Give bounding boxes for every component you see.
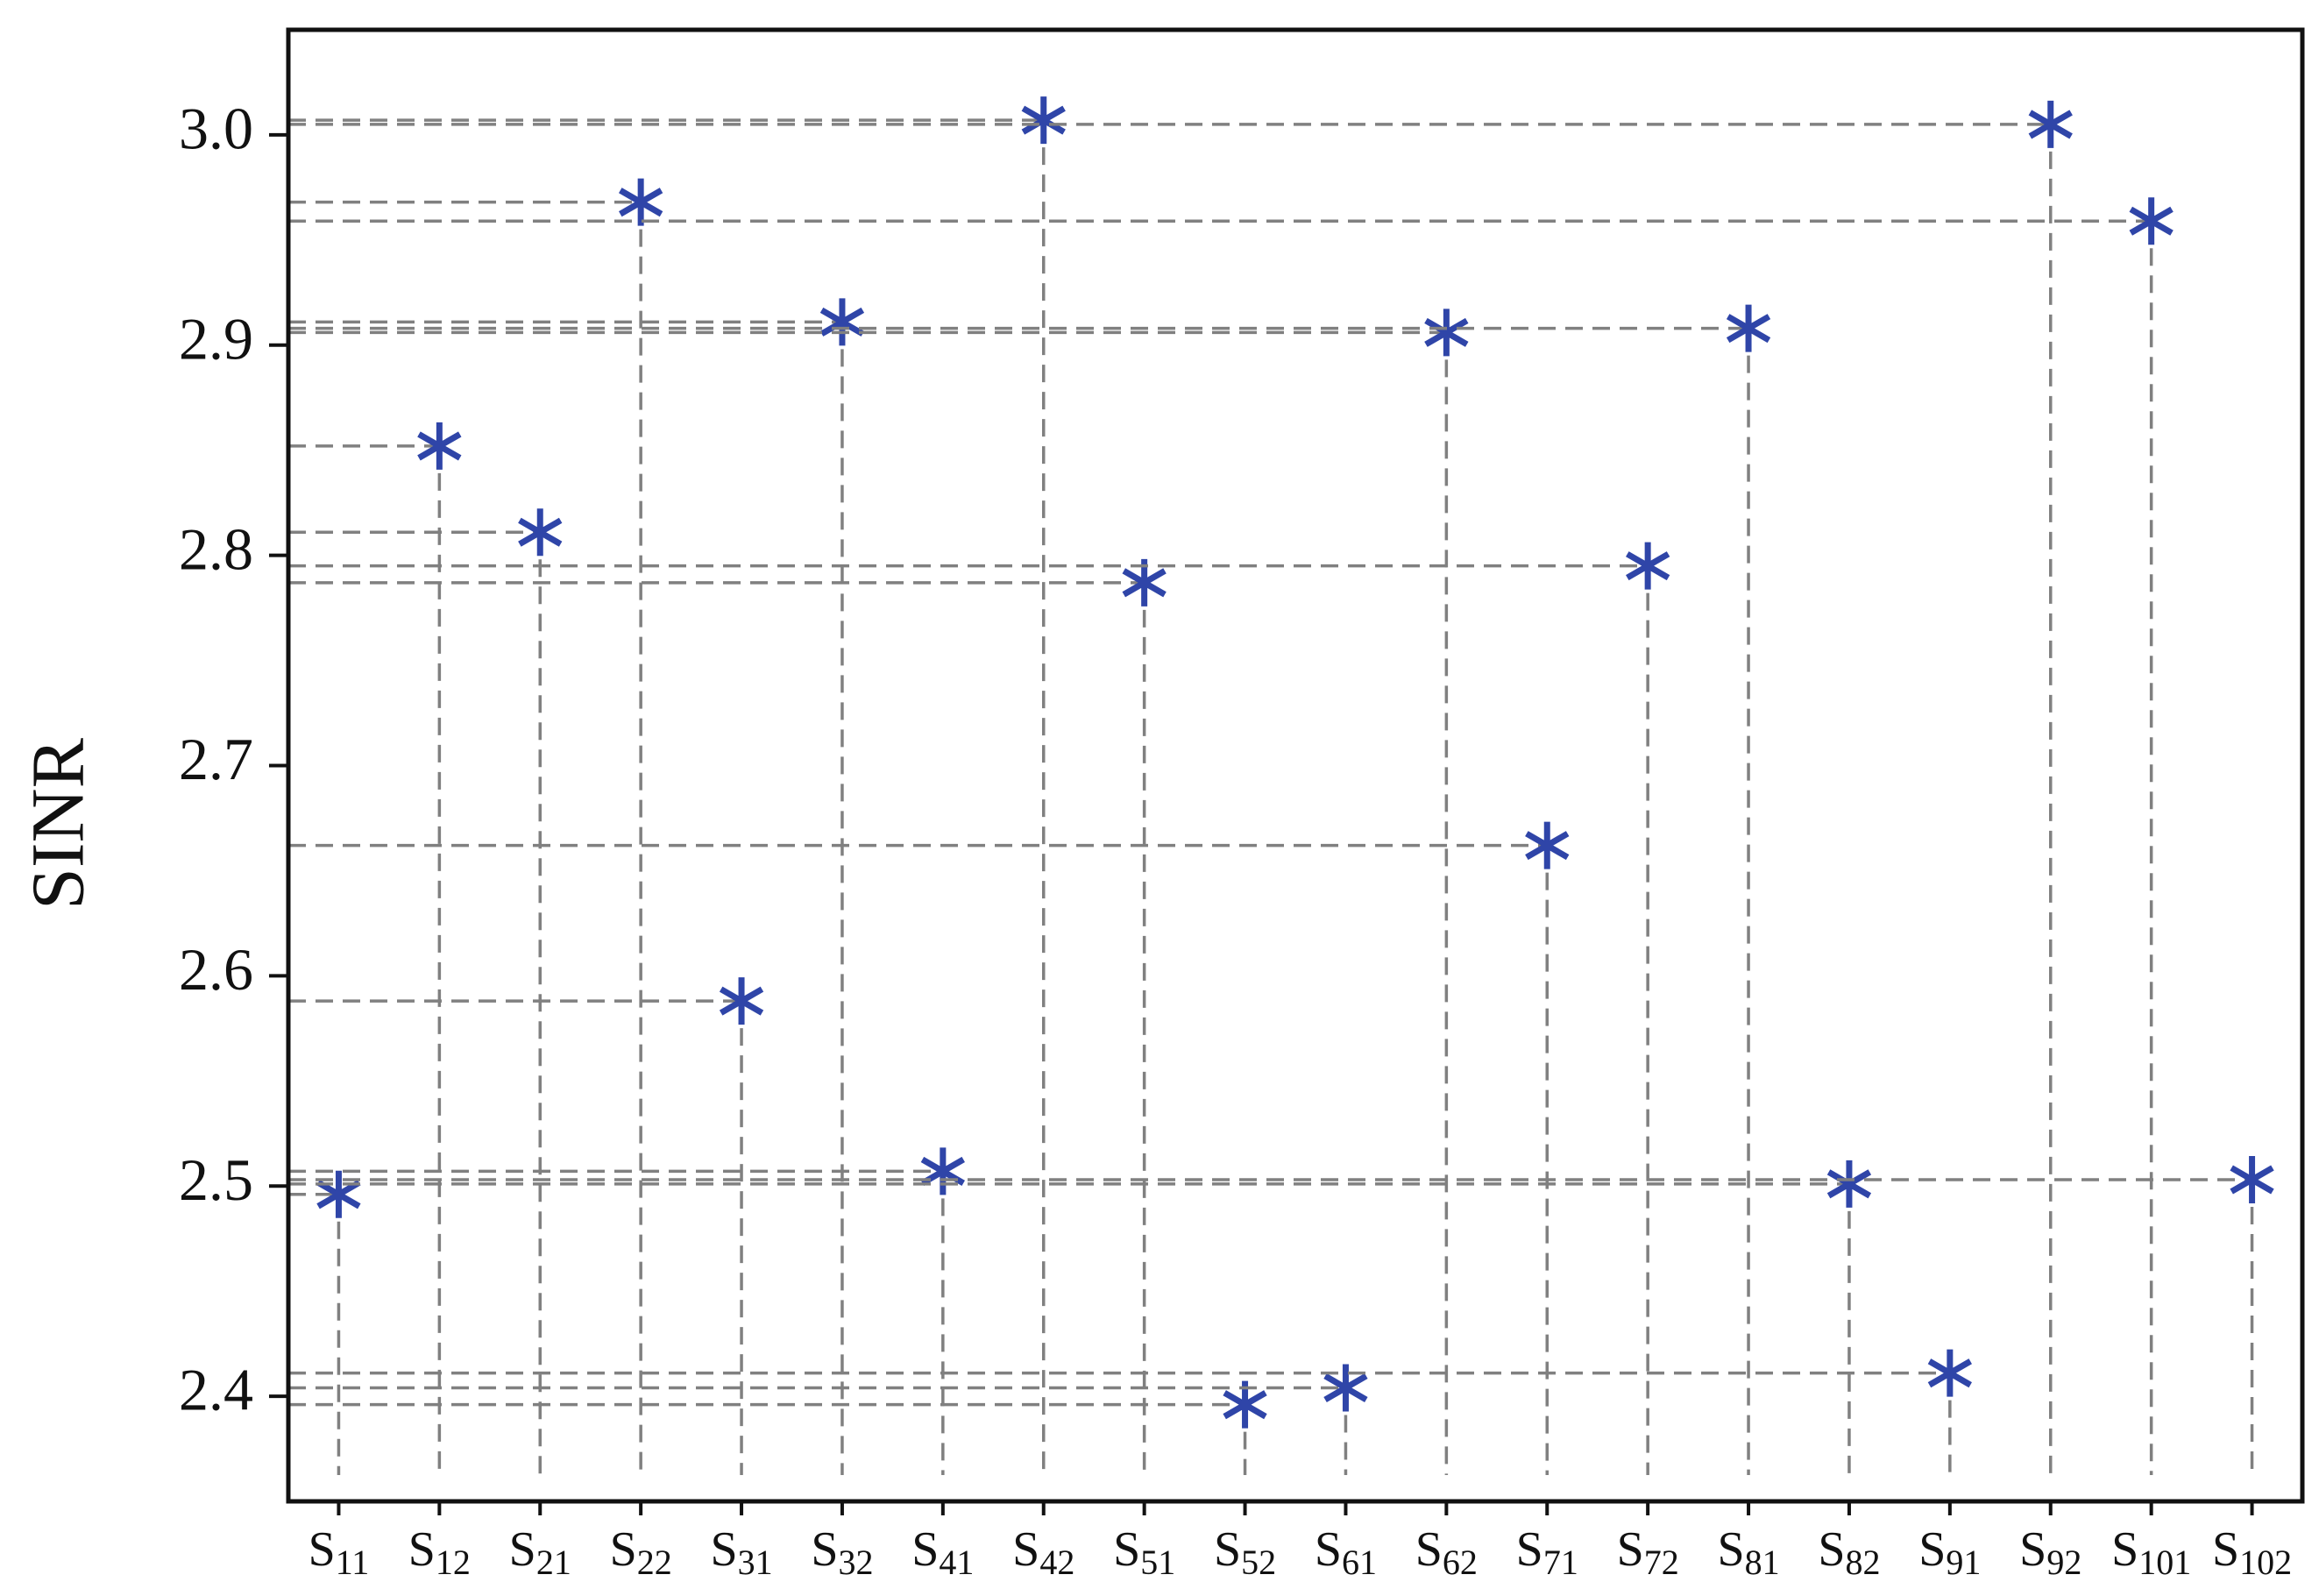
x-tick-label: S91 bbox=[1918, 1522, 1981, 1582]
marker bbox=[518, 508, 563, 557]
y-tick-label: 2.7 bbox=[179, 726, 253, 792]
x-tick-label: S12 bbox=[408, 1522, 471, 1582]
marker bbox=[2129, 197, 2174, 245]
y-tick-label: 2.9 bbox=[179, 305, 253, 372]
y-tick-label: 2.4 bbox=[179, 1357, 253, 1423]
x-tick-label: S21 bbox=[509, 1522, 571, 1582]
x-tick-label: S31 bbox=[710, 1522, 772, 1582]
marker bbox=[1927, 1349, 1972, 1397]
x-tick-label: S51 bbox=[1113, 1522, 1175, 1582]
marker bbox=[1424, 309, 1469, 357]
marker bbox=[1826, 1160, 1872, 1208]
marker bbox=[1726, 304, 1771, 352]
y-tick-label: 3.0 bbox=[179, 96, 253, 162]
x-tick-label: S61 bbox=[1315, 1522, 1377, 1582]
x-tick-label: S72 bbox=[1617, 1522, 1679, 1582]
x-tick-label: S11 bbox=[308, 1522, 370, 1582]
x-tick-label: S101 bbox=[2111, 1522, 2191, 1582]
x-tick-label: S41 bbox=[911, 1522, 974, 1582]
x-tick-label: S62 bbox=[1415, 1522, 1478, 1582]
plot-frame bbox=[286, 27, 2305, 1504]
x-tick-label: S81 bbox=[1717, 1522, 1779, 1582]
marker bbox=[2230, 1156, 2274, 1204]
x-tick-label: S102 bbox=[2212, 1522, 2292, 1582]
x-tick-label: S22 bbox=[610, 1522, 672, 1582]
marker bbox=[316, 1170, 361, 1218]
marker bbox=[1525, 821, 1570, 869]
y-tick-label: 2.6 bbox=[179, 936, 253, 1003]
y-tick-label: 2.8 bbox=[179, 515, 253, 582]
y-axis-label: SINR bbox=[16, 737, 100, 910]
y-tick-label: 2.5 bbox=[179, 1146, 253, 1213]
marker bbox=[1626, 542, 1670, 590]
marker bbox=[1323, 1364, 1368, 1412]
marker bbox=[819, 298, 865, 346]
marker bbox=[719, 977, 764, 1025]
x-tick-label: S82 bbox=[1818, 1522, 1880, 1582]
marker bbox=[1021, 96, 1066, 145]
marker bbox=[619, 178, 663, 226]
marker bbox=[417, 422, 462, 470]
x-tick-label: S42 bbox=[1012, 1522, 1074, 1582]
x-tick-label: S52 bbox=[1214, 1522, 1276, 1582]
x-tick-label: S71 bbox=[1516, 1522, 1578, 1582]
x-tick-label: S32 bbox=[811, 1522, 873, 1582]
marker bbox=[2028, 100, 2073, 148]
x-tick-label: S92 bbox=[2019, 1522, 2081, 1582]
